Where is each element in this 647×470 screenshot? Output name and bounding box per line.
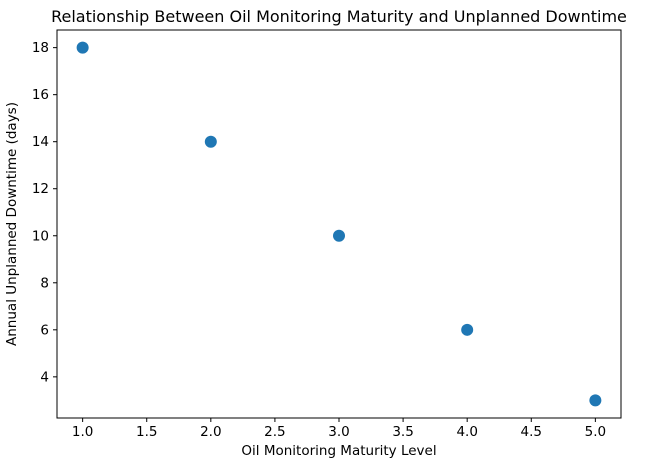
data-point (333, 229, 345, 242)
plot-generated-layer: 1.0 1.5 2.0 2.5 3.0 3.5 4.0 4.5 5.0 4 6 8 10 12 14 16 18 (32, 29, 622, 440)
y-tick-label: 18 (32, 40, 49, 56)
x-tick-label: 2.5 (264, 424, 285, 440)
x-tick-label: 3.0 (328, 424, 349, 440)
y-tick-label: 10 (32, 228, 49, 244)
x-tick-label: 5.0 (585, 424, 606, 440)
plot-area (56, 29, 622, 419)
data-point (461, 323, 474, 336)
x-axis-label: Oil Monitoring Maturity Level (241, 443, 436, 459)
data-point (76, 41, 89, 54)
data-point (589, 394, 602, 407)
y-axis-label: Annual Unplanned Downtime (days) (4, 102, 20, 346)
y-tick-label: 16 (32, 87, 49, 103)
data-point (204, 135, 217, 148)
x-tick-label: 4.0 (456, 424, 477, 440)
x-tick-label: 4.5 (521, 424, 542, 440)
x-tick-label: 1.0 (72, 424, 93, 440)
x-tick-label: 2.0 (200, 424, 221, 440)
y-tick-label: 14 (32, 134, 49, 150)
x-tick-label: 3.5 (392, 424, 413, 440)
y-tick-label: 4 (40, 369, 49, 385)
chart-title: Relationship Between Oil Monitoring Matu… (51, 7, 627, 26)
y-tick-label: 12 (32, 181, 49, 197)
x-tick-label: 1.5 (136, 424, 157, 440)
y-tick-label: 8 (40, 275, 49, 291)
y-tick-label: 6 (40, 322, 49, 338)
